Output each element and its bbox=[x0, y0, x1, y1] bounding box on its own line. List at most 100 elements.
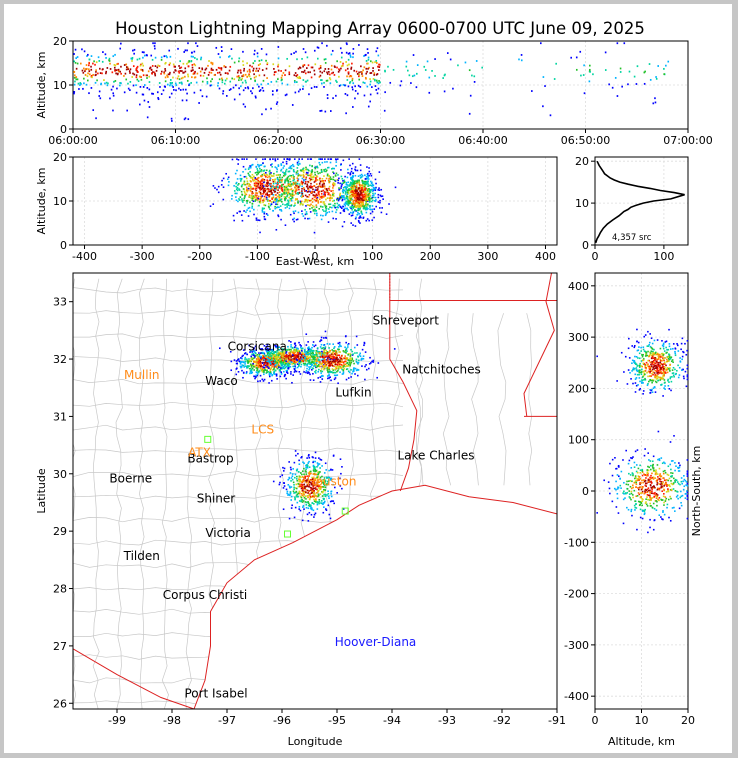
source-point bbox=[305, 171, 308, 174]
source-point bbox=[310, 472, 312, 475]
source-point bbox=[218, 87, 221, 90]
source-point bbox=[307, 71, 310, 74]
source-point bbox=[353, 182, 356, 184]
source-point bbox=[298, 352, 301, 354]
source-point bbox=[272, 352, 275, 355]
source-point bbox=[361, 179, 363, 182]
source-point bbox=[346, 64, 349, 67]
source-point bbox=[319, 172, 321, 174]
county-border bbox=[73, 471, 404, 477]
source-point bbox=[301, 188, 303, 190]
source-point bbox=[332, 353, 334, 356]
source-point bbox=[279, 178, 282, 181]
source-point bbox=[148, 88, 151, 91]
source-point bbox=[326, 360, 328, 363]
source-point bbox=[315, 197, 318, 200]
source-point bbox=[286, 57, 288, 60]
source-point bbox=[139, 85, 142, 88]
source-point bbox=[249, 175, 251, 178]
source-point bbox=[284, 181, 286, 184]
source-point bbox=[280, 185, 283, 188]
source-point bbox=[271, 163, 273, 165]
source-point bbox=[287, 367, 290, 370]
source-point bbox=[366, 195, 368, 198]
source-point bbox=[337, 366, 340, 369]
source-point bbox=[249, 64, 251, 67]
source-point bbox=[299, 353, 301, 355]
source-point bbox=[236, 359, 239, 361]
source-point bbox=[279, 360, 281, 363]
source-point bbox=[363, 180, 366, 183]
source-point bbox=[266, 353, 269, 355]
source-point bbox=[349, 183, 352, 185]
source-point bbox=[353, 346, 356, 349]
source-point bbox=[154, 73, 156, 75]
source-point bbox=[542, 105, 544, 108]
source-point bbox=[271, 358, 274, 361]
source-point bbox=[296, 360, 299, 363]
source-point bbox=[330, 360, 333, 363]
source-point bbox=[172, 63, 175, 66]
source-point bbox=[294, 506, 297, 509]
source-point bbox=[237, 200, 239, 203]
source-point bbox=[270, 349, 273, 352]
source-point bbox=[332, 176, 335, 178]
source-point bbox=[259, 201, 262, 204]
source-point bbox=[289, 355, 292, 357]
source-point bbox=[289, 359, 291, 361]
source-point bbox=[255, 181, 257, 183]
source-point bbox=[365, 207, 368, 210]
source-point bbox=[468, 112, 471, 115]
source-point bbox=[299, 352, 301, 354]
source-point bbox=[321, 82, 323, 85]
source-point bbox=[277, 65, 279, 68]
source-point bbox=[337, 196, 339, 199]
source-point bbox=[340, 359, 342, 361]
source-point bbox=[648, 63, 651, 65]
source-point bbox=[347, 200, 349, 202]
source-point bbox=[331, 49, 334, 52]
source-point bbox=[261, 211, 264, 213]
source-point bbox=[665, 64, 667, 67]
source-point bbox=[240, 361, 243, 363]
source-point bbox=[125, 78, 128, 81]
source-point bbox=[298, 186, 300, 188]
source-point bbox=[373, 208, 376, 210]
source-point bbox=[416, 64, 419, 67]
source-point bbox=[300, 202, 303, 205]
source-point bbox=[288, 170, 291, 173]
source-point bbox=[301, 501, 304, 503]
source-point bbox=[327, 192, 330, 194]
source-point bbox=[351, 179, 354, 181]
source-point bbox=[265, 173, 268, 176]
source-point bbox=[333, 378, 336, 381]
county-border bbox=[73, 401, 404, 408]
source-point bbox=[276, 89, 278, 92]
source-point bbox=[256, 368, 259, 371]
source-point bbox=[249, 351, 251, 353]
source-point bbox=[313, 473, 316, 476]
source-point bbox=[279, 357, 282, 360]
source-point bbox=[131, 56, 134, 59]
source-point bbox=[310, 191, 312, 194]
y-tick-label: 10 bbox=[53, 79, 67, 92]
source-point bbox=[191, 76, 193, 79]
source-point bbox=[324, 356, 327, 358]
texas-louisiana-border bbox=[389, 273, 418, 492]
source-point bbox=[318, 368, 320, 371]
source-point bbox=[239, 210, 242, 213]
source-point bbox=[305, 80, 307, 83]
source-point bbox=[345, 187, 347, 190]
source-point bbox=[250, 355, 253, 358]
source-point bbox=[116, 63, 118, 66]
source-point bbox=[307, 174, 309, 177]
source-point bbox=[326, 369, 329, 371]
source-point bbox=[262, 184, 264, 187]
source-point bbox=[196, 58, 198, 61]
source-point bbox=[302, 173, 305, 176]
source-point bbox=[324, 366, 326, 369]
source-point bbox=[350, 198, 353, 201]
source-point bbox=[240, 214, 243, 216]
source-point bbox=[241, 198, 243, 200]
source-point bbox=[362, 196, 365, 199]
